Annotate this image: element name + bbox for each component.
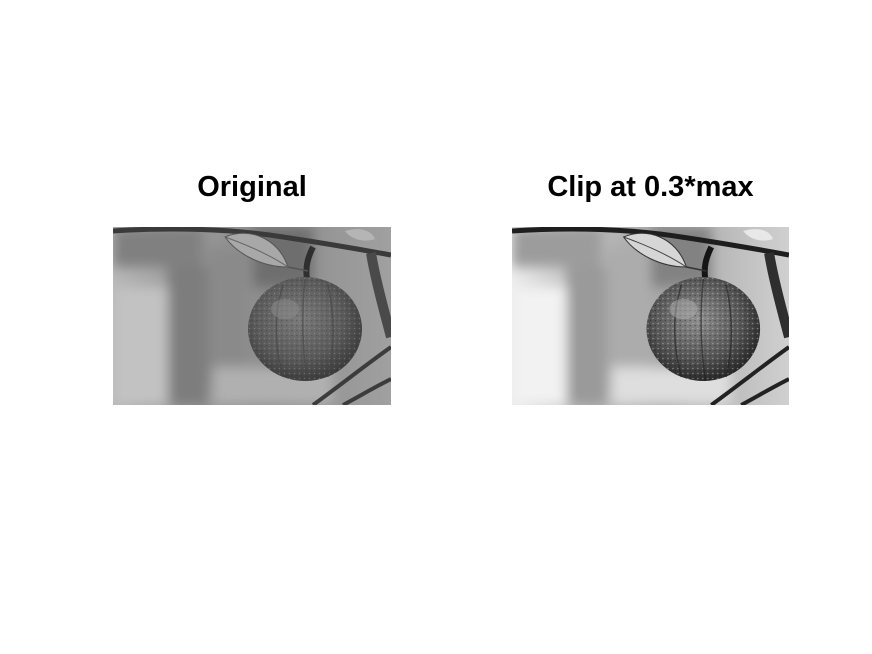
apple-photo-clipped <box>512 227 789 405</box>
original-image <box>113 227 391 405</box>
panel-title-original: Original <box>197 171 307 203</box>
clipped-image <box>512 227 789 405</box>
apple-photo-original <box>113 227 391 405</box>
panel-title-clipped: Clip at 0.3*max <box>547 171 754 203</box>
